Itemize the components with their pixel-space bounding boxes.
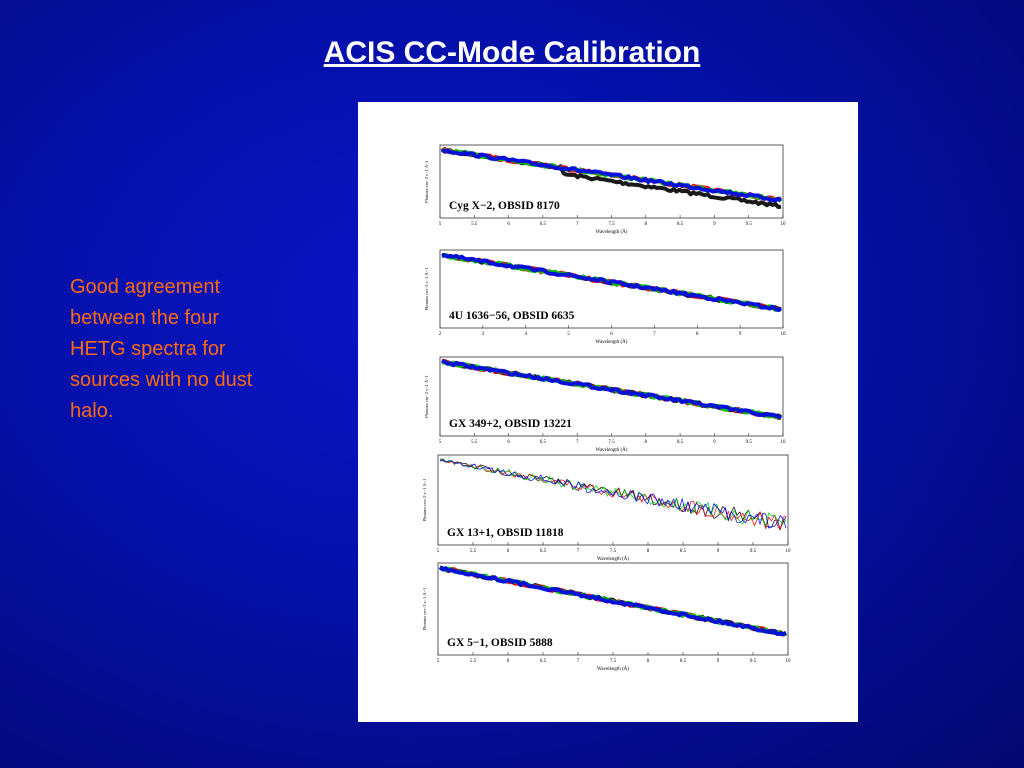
- x-tick-label: 6: [507, 222, 510, 227]
- label-bg: [446, 416, 566, 430]
- x-tick-label: 7.5: [608, 222, 615, 227]
- spectrum-trace: [441, 358, 783, 420]
- x-tick-label: 8: [645, 222, 648, 227]
- x-tick-label: 8: [647, 659, 650, 664]
- panel-label: GX 5−1, OBSID 5888: [447, 637, 553, 649]
- x-tick-label: 9: [713, 222, 716, 227]
- x-tick-label: 9: [739, 332, 742, 337]
- x-tick-label: 10: [786, 659, 792, 664]
- x-tick-label: 8: [696, 332, 699, 337]
- x-tick-label: 9.5: [746, 222, 753, 227]
- x-tick-label: 5: [567, 332, 570, 337]
- x-tick-label: 9.5: [746, 440, 753, 445]
- x-tick-label: 5: [439, 222, 442, 227]
- spectrum-trace: [439, 459, 787, 529]
- x-tick-label: 6.5: [540, 222, 547, 227]
- x-tick-label: 8: [645, 440, 648, 445]
- spectrum-trace: [439, 458, 787, 531]
- x-axis-label: Wavelength (Å): [596, 229, 628, 235]
- x-tick-label: 8.5: [680, 659, 687, 664]
- panel-label: Cyg X−2, OBSID 8170: [449, 200, 560, 212]
- label-bg: [446, 198, 566, 212]
- spectrum-trace: [439, 458, 787, 526]
- x-axis-label: Wavelength (Å): [597, 666, 629, 672]
- x-tick-label: 5.5: [471, 222, 478, 227]
- x-tick-label: 10: [781, 222, 787, 227]
- spectrum-trace: [441, 148, 782, 203]
- x-tick-label: 7.5: [608, 440, 615, 445]
- x-tick-label: 7: [577, 659, 580, 664]
- y-axis-label: Photons cm−2 s−1 Å−1: [424, 375, 429, 418]
- label-bg: [446, 308, 566, 322]
- x-tick-label: 9: [713, 440, 716, 445]
- x-tick-label: 9: [717, 549, 720, 554]
- x-tick-label: 7: [653, 332, 656, 337]
- x-tick-label: 6: [507, 659, 510, 664]
- x-tick-label: 5: [439, 440, 442, 445]
- x-tick-label: 10: [781, 332, 787, 337]
- x-tick-label: 7: [576, 440, 579, 445]
- spectrum-trace: [438, 565, 787, 637]
- x-tick-label: 7.5: [610, 659, 617, 664]
- x-tick-label: 9.5: [750, 659, 757, 664]
- x-tick-label: 7: [576, 222, 579, 227]
- panel-label: GX 349+2, OBSID 13221: [449, 418, 572, 430]
- label-bg: [444, 525, 564, 539]
- x-tick-label: 6.5: [540, 549, 547, 554]
- y-axis-label: Photons cm−2 s−1 Å−1: [422, 588, 427, 631]
- x-tick-label: 10: [781, 440, 787, 445]
- x-tick-label: 6: [610, 332, 613, 337]
- panel-label: 4U 1636−56, OBSID 6635: [449, 310, 575, 322]
- y-axis-label: Photons cm−2 s−1 Å−1: [424, 160, 429, 203]
- x-tick-label: 10: [786, 549, 792, 554]
- x-tick-label: 9.5: [750, 549, 757, 554]
- x-tick-label: 5: [437, 549, 440, 554]
- x-tick-label: 5.5: [470, 659, 477, 664]
- x-tick-label: 6.5: [540, 659, 547, 664]
- y-axis-label: Photons cm−2 s−1 Å−1: [422, 479, 427, 522]
- x-tick-label: 2: [439, 332, 442, 337]
- x-tick-label: 8.5: [677, 222, 684, 227]
- x-axis-label: Wavelength (Å): [596, 339, 628, 345]
- x-tick-label: 3: [482, 332, 485, 337]
- x-tick-label: 8: [647, 549, 650, 554]
- x-tick-label: 5: [437, 659, 440, 664]
- x-tick-label: 5.5: [470, 549, 477, 554]
- x-tick-label: 4: [525, 332, 528, 337]
- y-axis-label: Photons cm−2 s−1 Å−1: [424, 268, 429, 311]
- x-tick-label: 7: [577, 549, 580, 554]
- x-axis-label: Wavelength (Å): [597, 556, 629, 562]
- x-tick-label: 9: [717, 659, 720, 664]
- x-tick-label: 8.5: [677, 440, 684, 445]
- body-text: Good agreement between the four HETG spe…: [70, 276, 253, 422]
- x-tick-label: 6: [507, 440, 510, 445]
- figure: 5 5.5 6 6.5 7 7.5 8 8.5 9 9.5 10 Wavelength (Å) Phot…: [358, 102, 858, 722]
- x-tick-label: 5.5: [471, 440, 478, 445]
- panel-label: GX 13+1, OBSID 11818: [447, 527, 564, 539]
- slide-title: ACIS CC-Mode Calibration: [323, 36, 701, 69]
- x-tick-label: 7.5: [610, 549, 617, 554]
- label-bg: [444, 635, 564, 649]
- x-axis-label: Wavelength (Å): [596, 447, 628, 453]
- x-tick-label: 8.5: [680, 549, 687, 554]
- x-tick-label: 6.5: [540, 440, 547, 445]
- x-tick-label: 6: [507, 549, 510, 554]
- spectrum-trace: [441, 253, 783, 313]
